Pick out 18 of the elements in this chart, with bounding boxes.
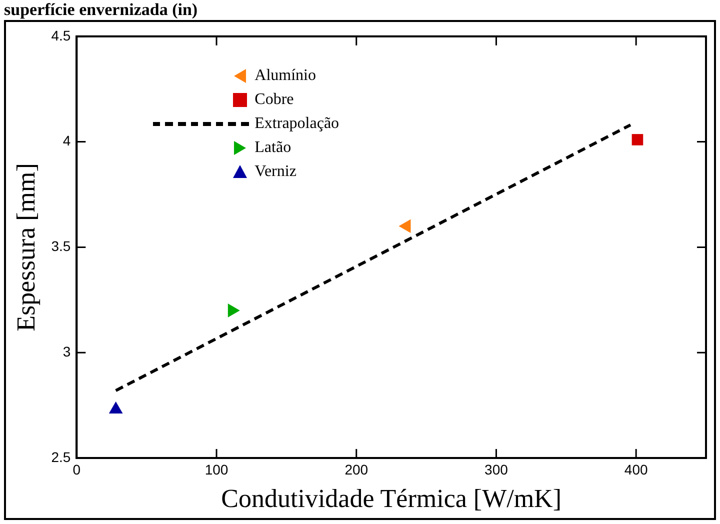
- legend-label: Verniz: [254, 163, 296, 182]
- legend-label: Latão: [254, 139, 292, 158]
- x-tick-label: 200: [344, 461, 368, 478]
- legend-label: Alumínio: [254, 67, 316, 86]
- y-tick-label: 2.5: [51, 448, 71, 465]
- x-tick-label: 300: [484, 461, 508, 478]
- x-tick-label: 100: [204, 461, 228, 478]
- x-axis-title: Condutividade Térmica [W/mK]: [221, 484, 562, 514]
- x-tick-label: 400: [624, 461, 648, 478]
- y-axis-title: Espessura [mm]: [11, 163, 40, 332]
- legend-label: Cobre: [254, 91, 294, 110]
- legend-label: Extrapolação: [254, 115, 340, 134]
- x-tick-label: 0: [72, 461, 81, 478]
- y-tick-label: 4.5: [51, 27, 71, 44]
- y-tick-label: 4: [62, 132, 71, 149]
- chart-title: superfície envernizada (in): [4, 0, 198, 20]
- y-tick-label: 3: [62, 343, 71, 360]
- y-tick-label: 3.5: [51, 238, 71, 254]
